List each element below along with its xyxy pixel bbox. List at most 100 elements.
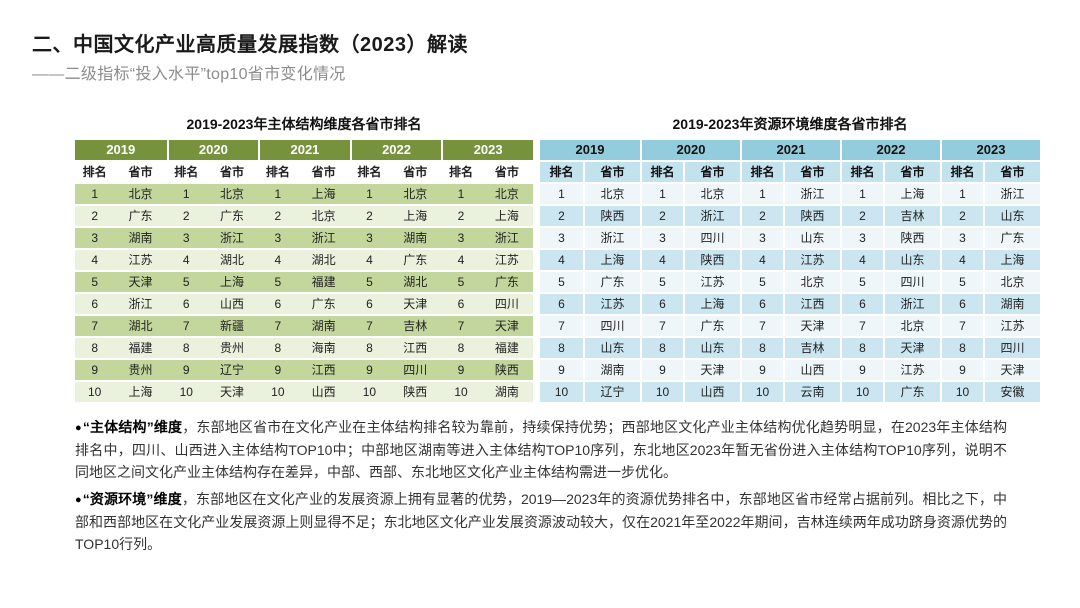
rank-cell: 4 (75, 250, 115, 272)
rank-cell: 9 (75, 360, 115, 382)
rank-cell: 1 (166, 184, 206, 206)
table-row: 6 江苏 6 上海 6 江西 6 浙江 6 湖南 (540, 294, 1040, 316)
rank-cell: 5 (540, 272, 583, 294)
rank-cell: 2 (349, 206, 390, 228)
rank-cell: 3 (640, 228, 683, 250)
year-header-2022: 2022 (349, 140, 442, 162)
province-cell: 浙江 (114, 294, 167, 316)
rank-cell: 4 (740, 250, 783, 272)
province-cell: 广东 (114, 206, 167, 228)
province-cell: 辽宁 (205, 360, 259, 382)
rank-column-header: 排名 (840, 162, 883, 184)
rank-cell: 1 (840, 184, 883, 206)
year-header-2020: 2020 (166, 140, 259, 162)
rank-cell: 3 (940, 228, 983, 250)
province-cell: 湖北 (297, 250, 350, 272)
province-cell: 湖南 (389, 228, 442, 250)
rank-cell: 8 (441, 338, 481, 360)
rank-cell: 3 (540, 228, 583, 250)
province-cell: 湖北 (389, 272, 442, 294)
rank-cell: 5 (640, 272, 683, 294)
province-cell: 上海 (683, 294, 740, 316)
province-cell: 四川 (389, 360, 442, 382)
province-column-header: 省市 (983, 162, 1040, 184)
table-row: 2 广东 2 广东 2 北京 2 上海 2 上海 (75, 206, 533, 228)
rank-cell: 8 (75, 338, 115, 360)
province-cell: 广东 (389, 250, 442, 272)
province-cell: 山东 (883, 250, 940, 272)
table-row: 5 天津 5 上海 5 福建 5 湖北 5 广东 (75, 272, 533, 294)
rank-cell: 2 (166, 206, 206, 228)
province-cell: 吉林 (389, 316, 442, 338)
province-column-header: 省市 (297, 162, 350, 184)
province-cell: 湖南 (983, 294, 1040, 316)
rank-cell: 6 (349, 294, 390, 316)
rank-cell: 7 (640, 316, 683, 338)
rank-cell: 6 (441, 294, 481, 316)
rank-cell: 2 (640, 206, 683, 228)
province-cell: 陕西 (783, 206, 840, 228)
rank-cell: 7 (940, 316, 983, 338)
province-cell: 天津 (783, 316, 840, 338)
rank-cell: 10 (540, 382, 583, 404)
rank-cell: 3 (166, 228, 206, 250)
province-cell: 北京 (583, 184, 640, 206)
province-cell: 四川 (883, 272, 940, 294)
province-cell: 北京 (480, 184, 533, 206)
rank-cell: 3 (740, 228, 783, 250)
province-cell: 陕西 (583, 206, 640, 228)
province-cell: 天津 (683, 360, 740, 382)
province-cell: 江西 (389, 338, 442, 360)
province-cell: 广东 (983, 228, 1040, 250)
rank-column-header: 排名 (166, 162, 206, 184)
note-resource-environment-lead: “资源环境”维度 (82, 491, 182, 507)
province-cell: 浙江 (883, 294, 940, 316)
page-title: 二、中国文化产业高质量发展指数（2023）解读 (32, 34, 468, 56)
rank-cell: 9 (840, 360, 883, 382)
province-cell: 广东 (583, 272, 640, 294)
subject-structure-table-title: 2019-2023年主体结构维度各省市排名 (186, 116, 422, 132)
rank-cell: 1 (349, 184, 390, 206)
province-cell: 陕西 (480, 360, 533, 382)
province-cell: 浙江 (983, 184, 1040, 206)
province-cell: 江苏 (783, 250, 840, 272)
province-cell: 山东 (683, 338, 740, 360)
province-cell: 上海 (983, 250, 1040, 272)
note-resource-environment: ●“资源环境”维度，东部地区在文化产业的发展资源上拥有显著的优势，2019—20… (75, 488, 1007, 555)
rank-cell: 10 (640, 382, 683, 404)
rank-cell: 3 (258, 228, 298, 250)
province-cell: 上海 (583, 250, 640, 272)
note-subject-structure: ●“主体结构”维度，东部地区省市在文化产业在主体结构排名较为靠前，持续保持优势；… (75, 416, 1007, 483)
province-cell: 天津 (480, 316, 533, 338)
province-column-header: 省市 (114, 162, 167, 184)
rank-cell: 10 (258, 382, 298, 404)
page-subtitle: ——二级指标“投入水平”top10省市变化情况 (32, 66, 346, 83)
rank-cell: 2 (258, 206, 298, 228)
rank-cell: 9 (349, 360, 390, 382)
rank-cell: 8 (940, 338, 983, 360)
province-cell: 江苏 (983, 316, 1040, 338)
rank-cell: 6 (740, 294, 783, 316)
province-cell: 辽宁 (583, 382, 640, 404)
province-column-header: 省市 (683, 162, 740, 184)
rank-cell: 3 (349, 228, 390, 250)
rank-cell: 1 (75, 184, 115, 206)
rank-column-header: 排名 (940, 162, 983, 184)
province-cell: 云南 (783, 382, 840, 404)
year-header-2023: 2023 (441, 140, 533, 162)
rank-cell: 8 (349, 338, 390, 360)
province-cell: 湖北 (205, 250, 259, 272)
rank-cell: 2 (940, 206, 983, 228)
rank-cell: 2 (740, 206, 783, 228)
note-subject-structure-lead: “主体结构”维度 (82, 419, 183, 435)
province-cell: 山西 (297, 382, 350, 404)
province-cell: 广东 (297, 294, 350, 316)
table-row: 1 北京 1 北京 1 浙江 1 上海 1 浙江 (540, 184, 1040, 206)
rank-column-header: 排名 (740, 162, 783, 184)
province-cell: 天津 (883, 338, 940, 360)
table-row: 8 福建 8 贵州 8 海南 8 江西 8 福建 (75, 338, 533, 360)
province-cell: 安徽 (983, 382, 1040, 404)
province-cell: 江西 (783, 294, 840, 316)
rank-cell: 6 (166, 294, 206, 316)
table-row: 8 山东 8 山东 8 吉林 8 天津 8 四川 (540, 338, 1040, 360)
